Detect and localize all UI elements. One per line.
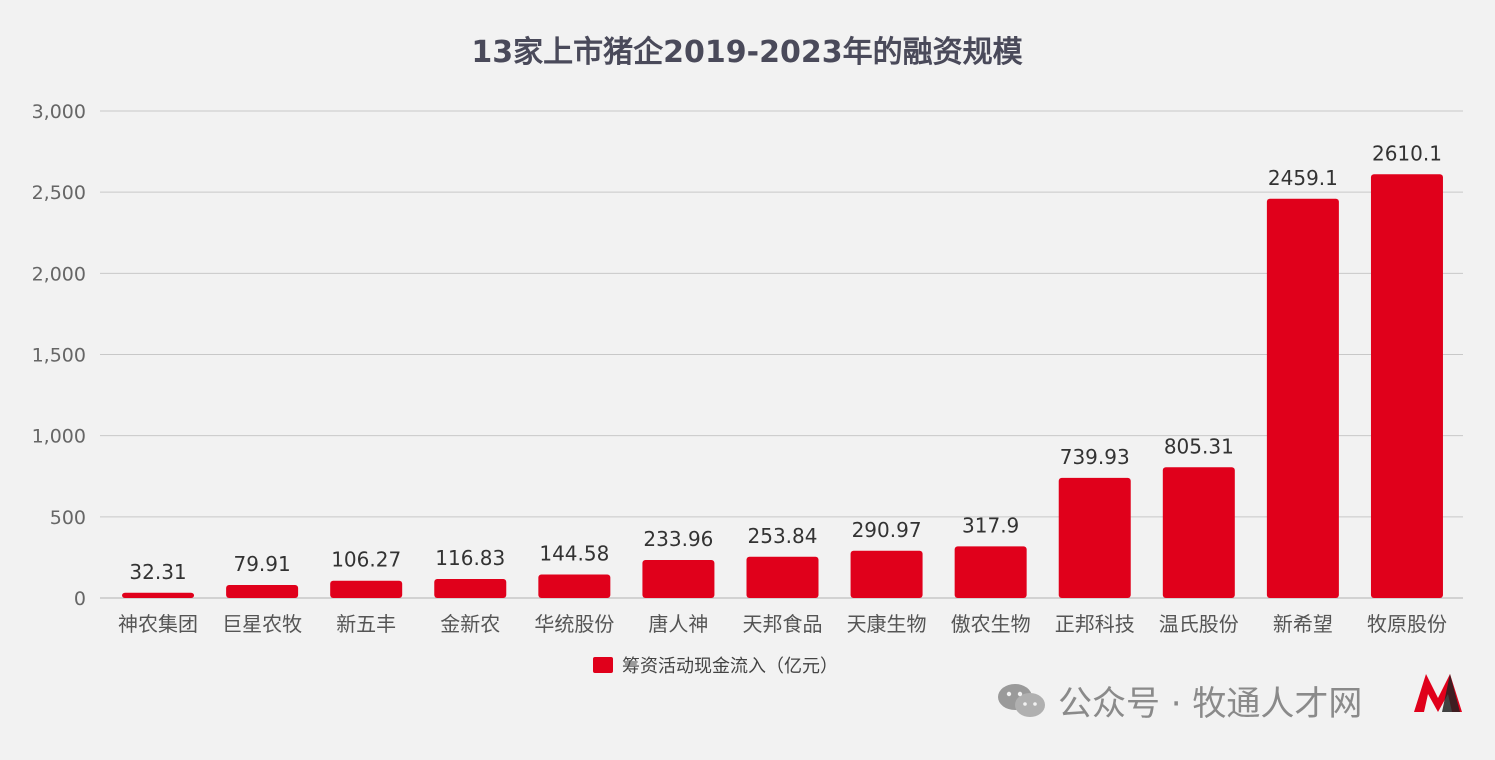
data-label: 739.93 — [1060, 445, 1130, 469]
y-tick-label: 1,000 — [32, 426, 86, 448]
x-tick-label: 温氏股份 — [1159, 612, 1239, 636]
bar — [746, 556, 819, 598]
bar — [1370, 174, 1443, 598]
bar — [538, 574, 611, 598]
data-label: 290.97 — [852, 518, 922, 542]
bar — [850, 550, 923, 598]
data-label: 253.84 — [748, 524, 818, 548]
watermark-text: 公众号 · 牧通人才网 — [1058, 684, 1363, 724]
x-tick-label: 新希望 — [1273, 612, 1333, 636]
x-tick-label: 牧原股份 — [1367, 612, 1447, 636]
data-label: 2610.1 — [1372, 141, 1442, 165]
data-label: 805.31 — [1164, 434, 1234, 458]
y-tick-label: 2,000 — [32, 263, 86, 285]
x-tick-label: 华统股份 — [534, 612, 614, 636]
bar — [954, 546, 1027, 598]
data-label: 144.58 — [539, 542, 609, 566]
legend: 筹资活动现金流入（亿元） — [593, 656, 838, 677]
y-tick-label: 1,500 — [32, 345, 86, 367]
y-tick-label: 500 — [50, 507, 86, 529]
x-tick-label: 天邦食品 — [743, 612, 823, 636]
brand-logo — [1414, 674, 1462, 712]
x-tick-label: 巨星农牧 — [222, 612, 302, 636]
bar — [642, 560, 715, 598]
x-tick-label: 新五丰 — [336, 612, 396, 636]
x-tick-label: 金新农 — [440, 612, 500, 636]
x-axis-categories: 神农集团 巨星农牧 新五丰 金新农 华统股份 唐人神 天邦食品 天康生物 傲农生物 正邦科技 温氏股… — [118, 612, 1447, 636]
watermark: 公众号 · 牧通人才网 — [996, 676, 1362, 725]
bar — [1266, 198, 1339, 599]
data-label: 233.96 — [643, 527, 713, 551]
data-label: 79.91 — [233, 552, 290, 576]
y-tick-label: 2,500 — [32, 182, 86, 204]
data-labels: 32.31 79.91 106.27 116.83 144.58 233.96 253.84… — [129, 141, 1442, 583]
bars — [122, 174, 1443, 599]
legend-swatch — [593, 657, 613, 673]
data-label: 106.27 — [331, 548, 401, 572]
data-label: 32.31 — [129, 560, 186, 584]
chart-title: 13家上市猪企2019-2023年的融资规模 — [471, 35, 1022, 70]
x-tick-label: 神农集团 — [118, 612, 198, 636]
x-tick-label: 傲农生物 — [951, 612, 1031, 636]
data-label: 2459.1 — [1268, 166, 1338, 190]
data-label: 317.9 — [962, 513, 1019, 537]
x-tick-label: 正邦科技 — [1055, 612, 1135, 636]
y-axis-ticks: 0 500 1,000 1,500 2,000 2,500 3,000 — [32, 101, 86, 610]
data-label: 116.83 — [435, 546, 505, 570]
bar — [434, 579, 507, 598]
bar — [1058, 477, 1131, 598]
x-tick-label: 天康生物 — [847, 612, 927, 636]
bar — [1162, 467, 1235, 598]
grid-lines — [100, 110, 1463, 599]
wechat-icon — [998, 683, 1045, 717]
bar — [226, 585, 299, 598]
bar — [330, 580, 403, 598]
y-tick-label: 0 — [74, 588, 86, 610]
legend-label: 筹资活动现金流入（亿元） — [622, 656, 838, 677]
y-tick-label: 3,000 — [32, 101, 86, 123]
bar — [122, 592, 195, 598]
x-tick-label: 唐人神 — [648, 612, 708, 636]
